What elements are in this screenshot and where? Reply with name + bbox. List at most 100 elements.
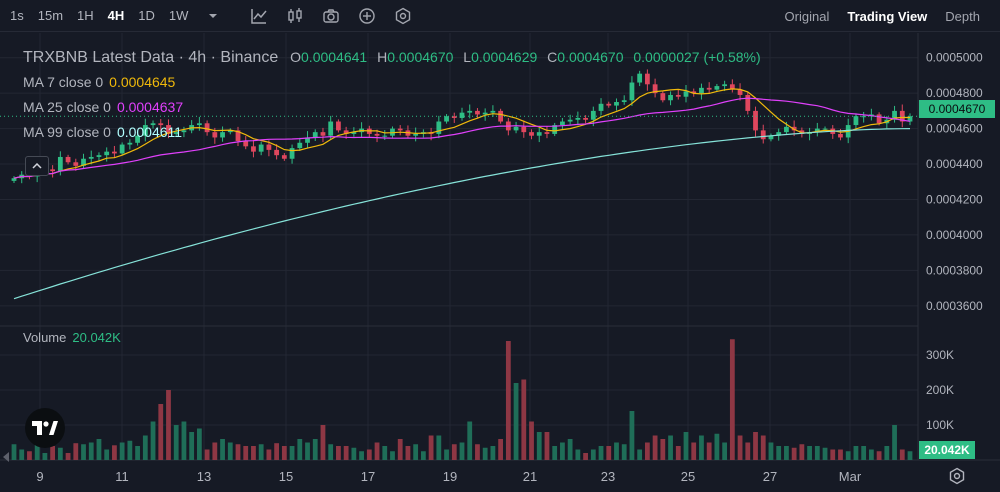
volume-bar bbox=[614, 442, 619, 460]
candle-body bbox=[11, 178, 17, 181]
price-axis-label: 0.0004600 bbox=[926, 122, 983, 136]
volume-bar bbox=[235, 444, 241, 460]
chart-settings-button[interactable] bbox=[946, 465, 968, 487]
volume-bar bbox=[359, 451, 364, 460]
ma25-legend[interactable]: MA 25 close 0 0.0004637 bbox=[23, 99, 184, 115]
candle-body bbox=[575, 117, 581, 120]
candle-body bbox=[397, 128, 403, 131]
tradingview-logo[interactable] bbox=[25, 408, 65, 448]
candle-body bbox=[614, 102, 619, 106]
ohlc-low: L0.0004629 bbox=[463, 49, 538, 65]
candle-body bbox=[297, 142, 303, 149]
volume-bar bbox=[196, 428, 202, 460]
ma99-line bbox=[13, 128, 911, 300]
ma99-legend[interactable]: MA 99 close 0 0.0004611 bbox=[23, 124, 183, 140]
ma7-line bbox=[13, 88, 910, 179]
volume-bar bbox=[838, 449, 843, 460]
volume-bar bbox=[27, 451, 32, 460]
chevron-down-icon[interactable] bbox=[201, 4, 225, 28]
candle-body bbox=[258, 144, 264, 152]
candle-body bbox=[606, 103, 612, 106]
volume-bar bbox=[760, 435, 766, 460]
price-axis-label: 0.0003600 bbox=[926, 299, 983, 313]
time-axis-label: 27 bbox=[763, 469, 777, 484]
interval-1w[interactable]: 1W bbox=[168, 7, 189, 23]
volume-legend: Volume 20.042K bbox=[23, 330, 121, 345]
volume-bar bbox=[444, 449, 449, 460]
volume-bar bbox=[328, 444, 334, 460]
candle-body bbox=[776, 132, 782, 136]
scroll-left-icon[interactable] bbox=[2, 450, 10, 462]
candle-body bbox=[660, 93, 666, 101]
volume-bar bbox=[11, 444, 17, 460]
candle-body bbox=[142, 125, 148, 136]
interval-15m[interactable]: 15m bbox=[37, 7, 64, 23]
candle-type-icon[interactable] bbox=[283, 4, 307, 28]
price-chart[interactable]: 0.0005000 0.0004800 0.0004600 0.0004400 0.00… bbox=[0, 32, 1000, 492]
interval-1h[interactable]: 1H bbox=[77, 7, 94, 23]
candle-body bbox=[150, 123, 156, 126]
volume-axis-label: 200K bbox=[926, 383, 954, 397]
candle-body bbox=[436, 121, 442, 134]
volume-bar bbox=[119, 442, 125, 460]
volume-bar bbox=[65, 453, 71, 460]
volume-bar bbox=[807, 446, 812, 460]
interval-4h[interactable]: 4H bbox=[107, 7, 125, 23]
time-axis-label: 9 bbox=[36, 469, 43, 484]
price-axis-label: 0.0004400 bbox=[926, 157, 983, 171]
candle-body bbox=[490, 110, 496, 113]
volume-bar bbox=[19, 449, 25, 460]
candle-body bbox=[112, 151, 117, 154]
volume-bar bbox=[753, 432, 758, 460]
price-axis-label: 0.0004800 bbox=[926, 86, 983, 100]
plus-circle-icon[interactable] bbox=[355, 4, 379, 28]
volume-bar bbox=[251, 446, 256, 460]
candle-body bbox=[73, 162, 79, 166]
view-tab-depth[interactable]: Depth bbox=[945, 8, 980, 24]
volume-bar bbox=[652, 435, 658, 460]
candle-body bbox=[590, 110, 596, 120]
volume-bar bbox=[459, 442, 465, 460]
candle-body bbox=[119, 144, 125, 154]
ma7-legend[interactable]: MA 7 close 0 0.0004645 bbox=[23, 74, 176, 90]
candle-body bbox=[822, 128, 828, 130]
volume-bar bbox=[42, 453, 48, 460]
candle-body bbox=[521, 126, 527, 133]
time-axis-label: 13 bbox=[197, 469, 211, 484]
volume-bar bbox=[274, 443, 280, 460]
volume-bar bbox=[884, 446, 890, 460]
current-volume-tag: 20.042K bbox=[919, 441, 975, 459]
price-change: 0.0000027 (+0.58%) bbox=[633, 49, 761, 65]
candle-body bbox=[907, 116, 913, 122]
interval-1d[interactable]: 1D bbox=[138, 7, 155, 23]
time-axis-label: 17 bbox=[361, 469, 375, 484]
volume-bar bbox=[204, 449, 210, 460]
indicator-icon[interactable] bbox=[247, 4, 271, 28]
volume-bar bbox=[784, 446, 789, 460]
camera-icon[interactable] bbox=[319, 4, 343, 28]
ohlc-close: C0.0004670 bbox=[547, 49, 624, 65]
volume-bar bbox=[88, 442, 94, 460]
volume-bar bbox=[351, 447, 357, 460]
volume-bar bbox=[822, 447, 828, 460]
time-axis-label: 25 bbox=[681, 469, 695, 484]
candle-body bbox=[683, 91, 689, 97]
candle-body bbox=[251, 146, 256, 152]
view-tab-trading-view[interactable]: Trading View bbox=[847, 8, 928, 24]
legend-collapse-button[interactable] bbox=[25, 156, 49, 176]
price-axis-label: 0.0004000 bbox=[926, 228, 983, 242]
volume-bar bbox=[853, 446, 859, 460]
interval-1s[interactable]: 1s bbox=[10, 7, 24, 23]
volume-bar bbox=[644, 442, 650, 460]
candle-body bbox=[629, 82, 635, 101]
volume-bar bbox=[660, 439, 666, 460]
settings-hex-icon[interactable] bbox=[391, 4, 415, 28]
volume-bar bbox=[57, 447, 63, 460]
ohlc-high: H0.0004670 bbox=[377, 49, 454, 65]
volume-bar bbox=[892, 425, 897, 460]
candle-body bbox=[444, 116, 449, 122]
view-tab-original[interactable]: Original bbox=[784, 8, 830, 24]
candle-body bbox=[668, 94, 673, 101]
candle-body bbox=[351, 132, 357, 134]
candle-body bbox=[513, 126, 519, 131]
